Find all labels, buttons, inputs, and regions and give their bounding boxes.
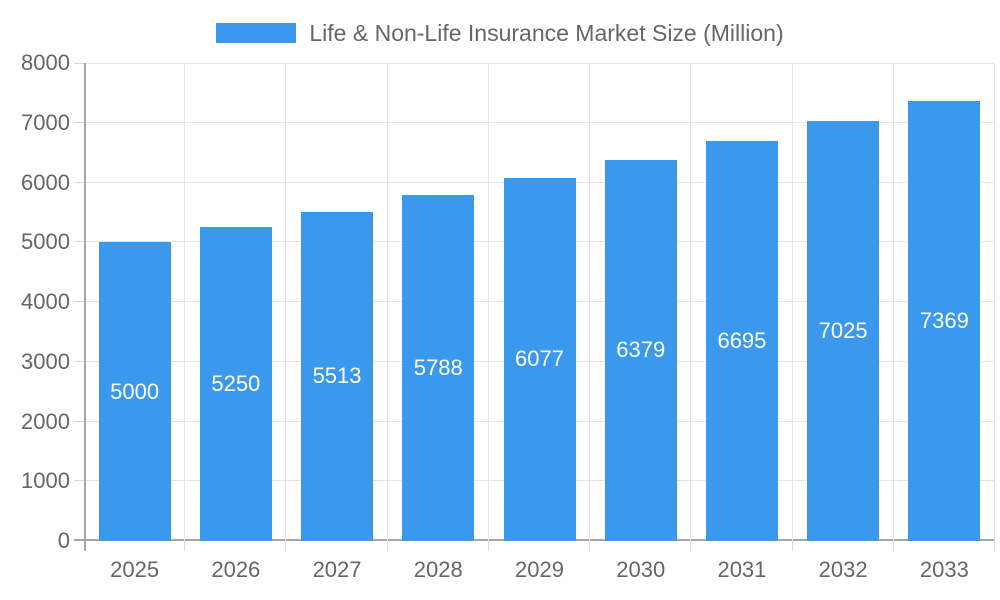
y-axis-line xyxy=(84,63,86,541)
bar-value-label: 7025 xyxy=(818,318,868,344)
bar-value-label: 7369 xyxy=(919,307,969,333)
y-axis-tick-label: 0 xyxy=(57,528,70,553)
x-gridline xyxy=(791,63,793,541)
x-tick-mark xyxy=(84,541,86,551)
y-axis-tick-label: 6000 xyxy=(21,169,70,195)
x-tick-mark xyxy=(285,541,287,551)
x-tick-mark xyxy=(184,541,186,551)
bar-value-label: 5513 xyxy=(312,363,362,389)
bar-value-label: 6077 xyxy=(515,346,564,372)
x-tick-mark xyxy=(690,541,692,551)
y-axis-tick-label: 3000 xyxy=(21,348,70,374)
x-axis-tick-label: 2033 xyxy=(919,557,969,582)
x-tick-mark xyxy=(791,541,793,551)
x-axis-tick-label: 2032 xyxy=(818,557,868,582)
y-gridline xyxy=(84,121,995,123)
x-axis-tick-label: 2028 xyxy=(413,557,463,582)
legend-swatch xyxy=(216,23,297,43)
bar-2028: 5788 xyxy=(402,195,475,541)
x-gridline xyxy=(994,63,995,541)
x-tick-mark xyxy=(892,541,894,551)
bar-2030: 6379 xyxy=(604,159,677,541)
x-gridline xyxy=(487,63,489,541)
y-axis-tick-label: 2000 xyxy=(21,408,70,434)
x-axis-tick-label: 2029 xyxy=(515,557,564,582)
y-tick-mark xyxy=(74,181,84,183)
x-tick-mark xyxy=(487,541,489,551)
y-axis-tick-label: 7000 xyxy=(21,109,70,135)
x-tick-mark xyxy=(386,541,388,551)
x-gridline xyxy=(589,63,591,541)
bar-2031: 6695 xyxy=(705,140,778,541)
y-tick-mark xyxy=(74,420,84,422)
x-axis-tick-label: 2026 xyxy=(211,557,261,582)
x-axis-tick-label: 2025 xyxy=(110,557,160,582)
plot-area: 0 1000 2000 3000 4000 5000 6000 7000 8000 2025 202… xyxy=(21,50,995,582)
y-tick-mark xyxy=(74,480,84,482)
bar-value-label: 6695 xyxy=(717,327,767,353)
y-tick-mark xyxy=(74,539,84,541)
bar-value-label: 5788 xyxy=(413,355,463,381)
bar-value-label: 6379 xyxy=(616,337,666,363)
x-gridline xyxy=(690,63,692,541)
chart-legend[interactable]: Life & Non-Life Insurance Market Size (M… xyxy=(0,21,1000,45)
y-axis-tick-label: 5000 xyxy=(21,229,70,255)
bar-2027: 5513 xyxy=(301,211,374,541)
y-gridline xyxy=(84,63,995,64)
x-axis-tick-label: 2031 xyxy=(717,557,767,582)
y-axis-tick-label: 4000 xyxy=(21,289,70,314)
bar-2029: 6077 xyxy=(503,177,576,541)
y-axis-tick-label: 8000 xyxy=(21,50,70,75)
x-tick-mark xyxy=(589,541,591,551)
bar-value-label: 5000 xyxy=(110,378,160,404)
x-gridline xyxy=(184,63,186,541)
x-tick-mark xyxy=(994,541,995,551)
bar-2032: 7025 xyxy=(807,121,880,541)
x-axis-tick-label: 2030 xyxy=(616,557,666,582)
y-tick-mark xyxy=(74,301,84,302)
y-tick-mark xyxy=(74,241,84,243)
x-axis-tick-label: 2027 xyxy=(312,557,362,582)
y-tick-mark xyxy=(74,360,84,362)
y-tick-mark xyxy=(74,63,84,64)
legend-label: Life & Non-Life Insurance Market Size (M… xyxy=(309,20,784,46)
y-axis-tick-label: 1000 xyxy=(21,468,70,494)
bar-value-label: 5250 xyxy=(211,371,261,397)
bar-2026: 5250 xyxy=(199,227,272,541)
x-gridline xyxy=(386,63,388,541)
bar-2033: 7369 xyxy=(908,100,981,541)
y-tick-mark xyxy=(74,121,84,123)
x-gridline xyxy=(892,63,894,541)
x-gridline xyxy=(285,63,287,541)
bar-2025: 5000 xyxy=(98,242,171,541)
